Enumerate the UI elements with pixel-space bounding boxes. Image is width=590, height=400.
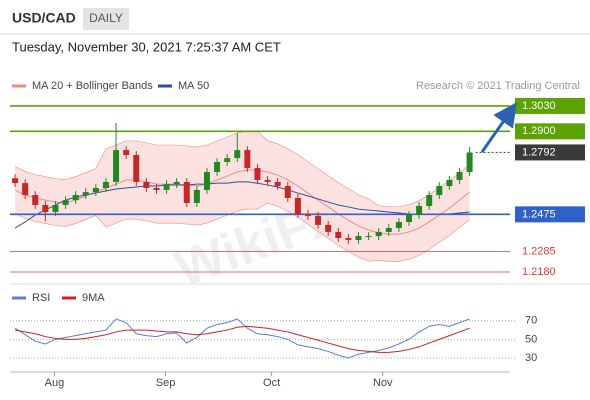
- y-tick-label: 70: [525, 315, 537, 327]
- forecast-arrow: [480, 102, 517, 153]
- candle-body: [32, 195, 39, 205]
- candle-body: [466, 152, 473, 172]
- legend-label: RSI: [32, 292, 50, 304]
- level-label: 1.2180: [522, 266, 556, 278]
- legend-label: MA 20 + Bollinger Bands: [32, 80, 153, 92]
- candle-body: [395, 221, 402, 229]
- candle-body: [183, 181, 190, 204]
- candle-body: [214, 162, 221, 172]
- timestamp: Tuesday, November 30, 2021 7:25:37 AM CE…: [12, 39, 281, 54]
- candle-body: [123, 150, 130, 155]
- candle-body: [416, 205, 423, 215]
- credit: Research © 2021 Trading Central: [416, 80, 580, 92]
- candle-body: [375, 231, 382, 237]
- level-box: [515, 97, 585, 114]
- level-label: 1.2285: [522, 245, 556, 257]
- candle-body: [244, 150, 251, 169]
- legend-label: 9MA: [82, 292, 105, 304]
- candle-body: [234, 150, 241, 159]
- level-label: 1.2792: [522, 146, 556, 158]
- candle-body: [203, 171, 210, 190]
- level-box: [515, 123, 585, 140]
- candle-body: [72, 195, 79, 201]
- candle-body: [294, 197, 301, 214]
- candle-body: [274, 181, 281, 187]
- candle-body: [52, 204, 59, 213]
- x-tick-label: Sep: [156, 377, 176, 389]
- candle-body: [335, 231, 342, 238]
- y-tick-label: 30: [525, 352, 537, 364]
- candle-body: [264, 179, 271, 182]
- candle-body: [62, 200, 69, 205]
- plot-layer: MA 20 + Bollinger Bands MA 50 1.3030 1.2900…: [10, 80, 585, 389]
- timeframe-box: [83, 8, 129, 30]
- ma50-line: [14, 181, 470, 229]
- candle-body: [173, 181, 180, 185]
- bollinger-band: [15, 130, 470, 262]
- rsi-line: [14, 325, 470, 353]
- candle-body: [82, 192, 89, 196]
- candle-body: [92, 187, 99, 193]
- candle-body: [224, 158, 231, 163]
- candle-body: [365, 236, 372, 238]
- candle-body: [42, 204, 49, 213]
- candle-body: [385, 228, 392, 232]
- candle-body: [436, 186, 443, 196]
- candle-body: [405, 214, 412, 222]
- level-box: [515, 206, 585, 223]
- x-tick-label: Aug: [45, 377, 65, 389]
- rsi-line: [14, 318, 470, 359]
- candle-body: [163, 184, 170, 190]
- level-label: 1.3030: [522, 100, 556, 112]
- bollinger-lower: [14, 202, 470, 262]
- candle-body: [426, 195, 433, 206]
- level-label: 1.2900: [522, 125, 556, 137]
- candle-body: [153, 187, 160, 190]
- candle-body: [133, 154, 140, 182]
- candle-body: [304, 213, 311, 216]
- y-tick-label: 50: [525, 333, 537, 345]
- candle-body: [143, 181, 150, 188]
- symbol: USD/CAD: [12, 10, 76, 26]
- candle-body: [325, 224, 332, 232]
- candle-body: [446, 179, 453, 187]
- candle-body: [102, 181, 109, 188]
- candle-body: [22, 183, 29, 196]
- level-label: 1.2475: [522, 208, 556, 220]
- candle-body: [355, 236, 362, 240]
- candle-body: [456, 171, 463, 180]
- candle-body: [113, 150, 120, 182]
- level-box: [515, 144, 585, 161]
- candle-body: [345, 237, 352, 240]
- legend-label: MA 50: [178, 80, 209, 92]
- candle-body: [284, 186, 291, 198]
- candle-body: [193, 189, 200, 204]
- candle-body: [315, 215, 322, 225]
- candle-body: [254, 168, 261, 180]
- x-tick-label: Oct: [263, 377, 280, 389]
- candle-body: [12, 178, 19, 184]
- x-tick-label: Nov: [373, 377, 393, 389]
- timeframe: DAILY: [89, 11, 123, 25]
